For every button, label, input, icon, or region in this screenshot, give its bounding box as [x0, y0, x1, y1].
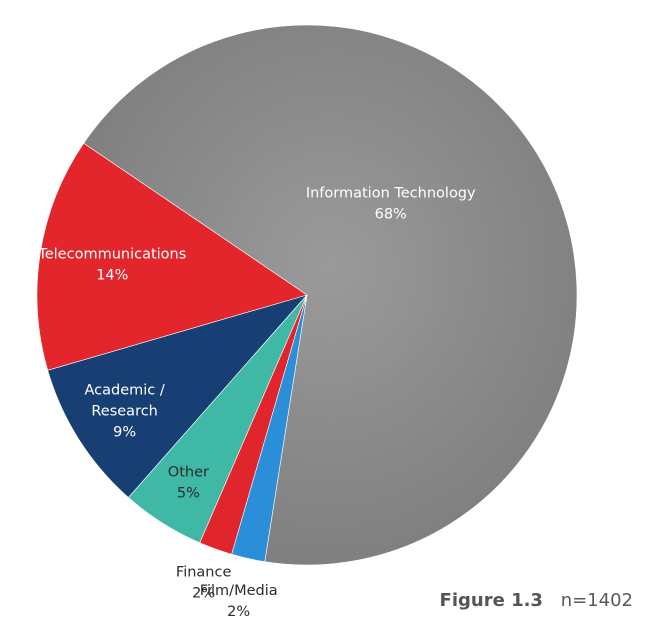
slice-value-label: 9%: [113, 425, 136, 441]
slice-category-label: Other: [168, 464, 209, 480]
figure-number: Figure 1.3: [439, 590, 543, 611]
pie-slice-telecommunications: [36, 142, 308, 371]
slice-label-2: Academic / Research 9%: [84, 383, 164, 441]
pie-slice-film-media: [231, 294, 308, 563]
slice-category-label: Information Technology: [306, 185, 476, 201]
slice-label-5: Film/Media 2%: [200, 583, 278, 620]
pie-slice-academic-research: [47, 294, 308, 498]
slice-value-label: 68%: [375, 206, 407, 222]
slice-value-label: 14%: [96, 268, 128, 284]
slice-label-1: Telecommunications 14%: [37, 247, 186, 284]
sample-size: n=1402: [560, 590, 633, 611]
pie-labels: Information Technology 68% Telecommunicati…: [37, 185, 476, 620]
slice-label-0: Information Technology 68%: [306, 185, 476, 222]
slice-category-label: Telecommunications: [37, 247, 186, 263]
slice-category-label: Research: [91, 404, 158, 420]
slice-category-label: Film/Media: [200, 583, 278, 599]
slice-value-label: 2%: [227, 604, 250, 620]
slice-value-label: 2%: [192, 586, 215, 602]
pie-slice-information-technology: [83, 24, 578, 566]
figure-caption: Figure 1.3 n=1402: [440, 590, 633, 611]
slice-category-label: Finance: [176, 565, 232, 581]
pie-slices: [36, 24, 578, 566]
slice-category-label: Academic /: [84, 383, 164, 399]
slice-label-3: Other 5%: [168, 464, 209, 501]
slice-value-label: 5%: [177, 485, 200, 501]
slice-label-4: Finance 2%: [176, 565, 232, 602]
